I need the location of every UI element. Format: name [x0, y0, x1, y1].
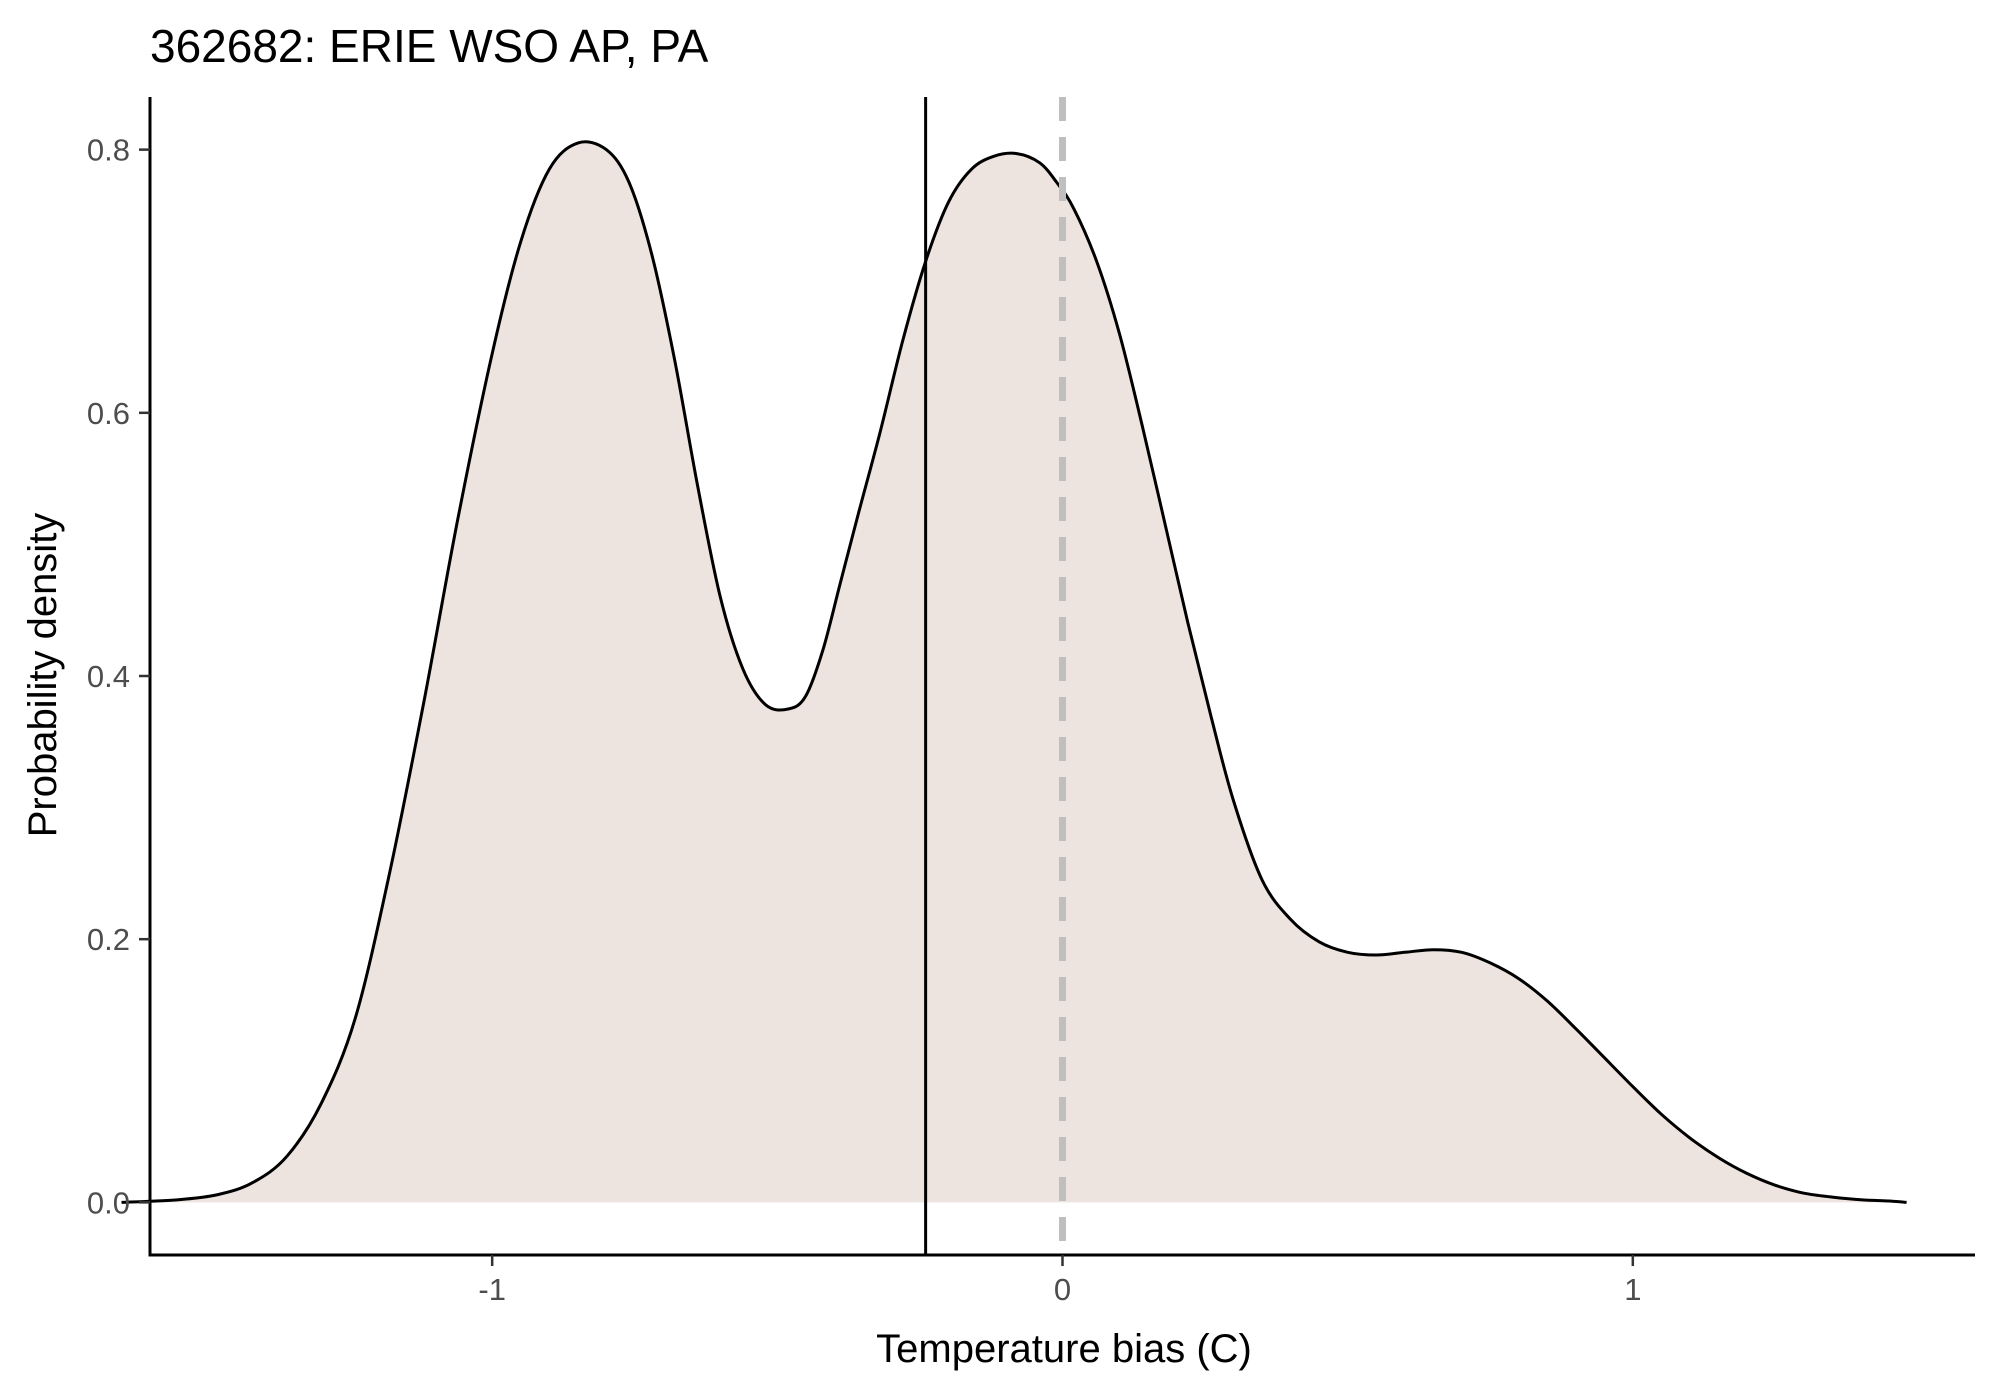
y-tick-label: 0.2	[87, 922, 130, 957]
x-tick-label: -1	[478, 1272, 506, 1307]
x-tick-label: 1	[1624, 1272, 1641, 1307]
density-area	[121, 141, 1907, 1203]
chart-title: 362682: ERIE WSO AP, PA	[150, 20, 709, 72]
x-axis-title: Temperature bias (C)	[876, 1327, 1252, 1371]
y-axis-title: Probability density	[21, 513, 65, 838]
density-curve	[121, 140, 1907, 1204]
y-tick-label: 0.6	[87, 396, 130, 431]
y-tick-label: 0.4	[87, 659, 130, 694]
x-tick-label: 0	[1054, 1272, 1071, 1307]
y-tick-label: 0.0	[87, 1185, 130, 1220]
y-tick-label: 0.8	[87, 133, 130, 168]
plot-area: -1 0 1 0.0 0.2 0.4 0.6 0.8	[87, 97, 1975, 1307]
